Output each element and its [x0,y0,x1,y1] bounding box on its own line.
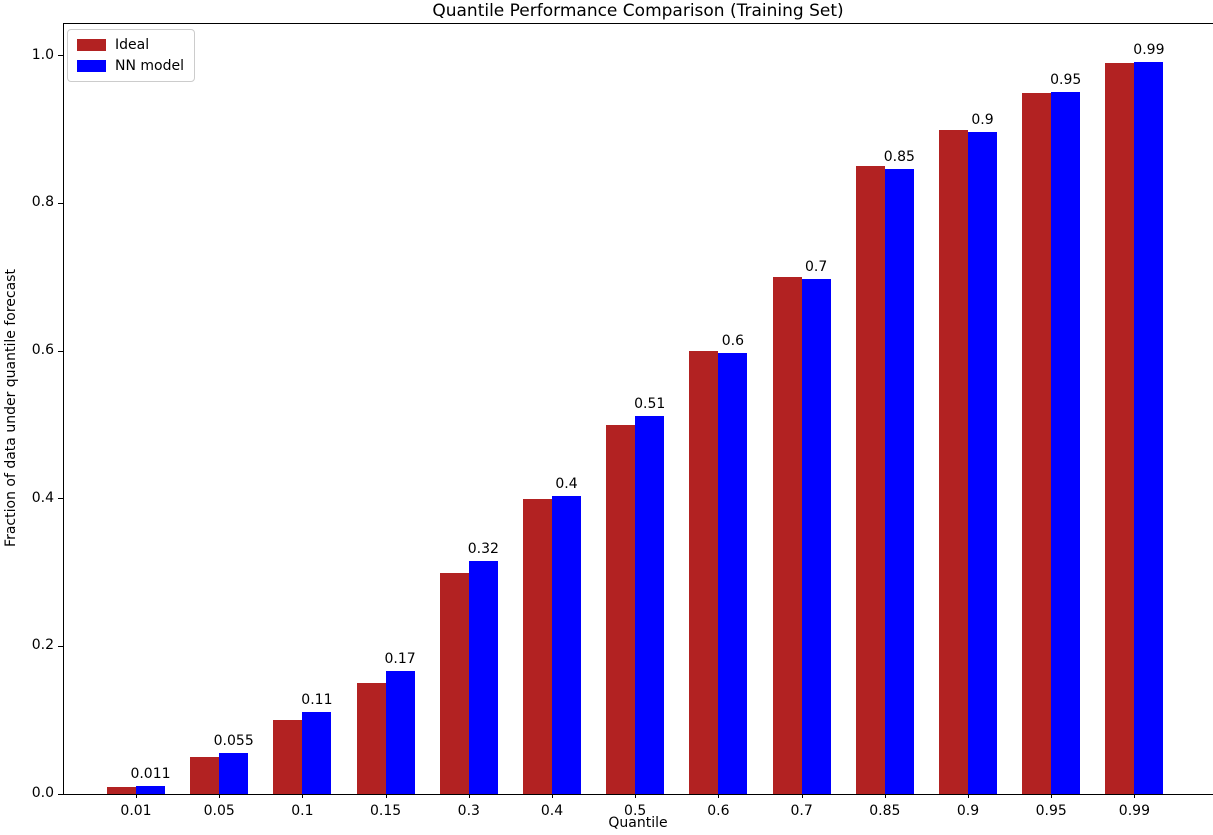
bar-ideal [273,720,303,794]
legend-swatch-ideal [77,39,106,51]
chart-title: Quantile Performance Comparison (Trainin… [432,1,844,21]
x-tick-label: 0.05 [203,803,235,819]
x-axis-tick [468,794,470,798]
x-axis-tick [718,794,720,798]
bar-ideal [356,683,386,794]
legend-swatch-nn-model [77,60,106,72]
y-tick-label: 0.8 [31,194,54,211]
y-tick-label: 1.0 [31,46,54,63]
x-axis-tick [219,794,221,798]
bar-value-label: 0.6 [721,333,745,350]
x-axis-tick [302,794,304,798]
bar-nn-model [552,496,581,794]
bar-nn-model [1051,91,1081,794]
x-axis-tick [635,794,637,798]
bar-ideal [523,498,552,794]
bar-value-label: 0.32 [467,541,499,558]
y-axis-tick [58,498,63,500]
legend-item: Ideal [77,37,184,53]
bar-nn-model [635,416,665,794]
bar-nn-model [968,131,997,794]
bar-value-label: 0.99 [1133,41,1165,58]
y-axis-tick [58,55,63,57]
y-axis-tick [58,202,63,204]
y-tick-label: 0.6 [31,342,54,359]
bar-nn-model [136,785,165,794]
x-axis-label: Quantile [608,815,668,831]
x-axis-tick [552,794,553,798]
y-tick-label: 0.0 [31,785,54,801]
bar-ideal [772,277,802,794]
x-tick-label: 0.95 [1035,803,1067,819]
x-axis-tick [801,794,803,798]
bar-value-label: 0.51 [634,396,666,413]
bar-nn-model [302,712,332,794]
x-axis-tick [968,794,969,798]
bar-ideal [1105,63,1135,794]
bar-value-label: 0.95 [1050,71,1082,88]
x-axis-tick [1134,794,1136,798]
y-axis-tick [58,793,63,795]
bar-nn-model [385,670,415,794]
x-tick-label: 0.9 [956,803,980,819]
legend-label: Ideal [115,37,150,53]
bar-ideal [855,166,885,794]
x-axis-tick [1051,794,1053,798]
bar-ideal [606,424,636,794]
bar-nn-model [801,278,831,794]
bar-value-label: 0.7 [804,258,828,275]
legend-label: NN model [115,58,184,74]
x-axis-tick [385,794,387,798]
bar-ideal [939,129,968,794]
y-axis-tick [58,350,63,352]
y-tick-label: 0.2 [31,637,54,654]
legend: Ideal NN model [67,29,195,82]
bar-value-label: 0.11 [301,692,333,709]
bar-value-label: 0.011 [130,765,171,782]
bar-ideal [439,572,469,794]
x-tick-label: 0.1 [291,803,314,819]
x-tick-label: 0.15 [370,803,402,819]
x-tick-label: 0.3 [457,803,480,819]
x-tick-label: 0.6 [707,803,730,819]
plot-area: Ideal NN model 0.0 0.2 0.4 0.6 0.8 1.0 0.011 0.0… [32,23,1213,819]
bar-nn-model [718,353,748,794]
x-axis-tick [136,794,137,798]
y-axis-tick [58,645,63,647]
x-tick-label: 0.7 [790,803,813,819]
x-tick-label: 0.01 [120,803,152,819]
bar-ideal [107,786,136,794]
x-tick-label: 0.99 [1118,803,1150,819]
bar-value-label: 0.85 [883,148,915,165]
bar-value-label: 0.17 [384,650,416,667]
bar-nn-model [219,753,249,794]
bar-nn-model [884,168,914,794]
bar-value-label: 0.9 [971,111,994,128]
bar-ideal [190,757,220,794]
bar-ideal [689,351,719,794]
x-tick-label: 0.85 [869,803,901,819]
x-tick-label: 0.4 [540,803,564,819]
bar-ideal [1022,92,1052,794]
legend-item: NN model [77,58,184,74]
bar-nn-model [1134,61,1164,794]
bar-value-label: 0.055 [213,733,254,750]
y-tick-label: 0.4 [31,489,54,506]
bar-value-label: 0.4 [555,476,578,493]
x-axis-tick [884,794,886,798]
x-tick-label: 0.5 [624,803,647,819]
bar-nn-model [468,561,498,794]
